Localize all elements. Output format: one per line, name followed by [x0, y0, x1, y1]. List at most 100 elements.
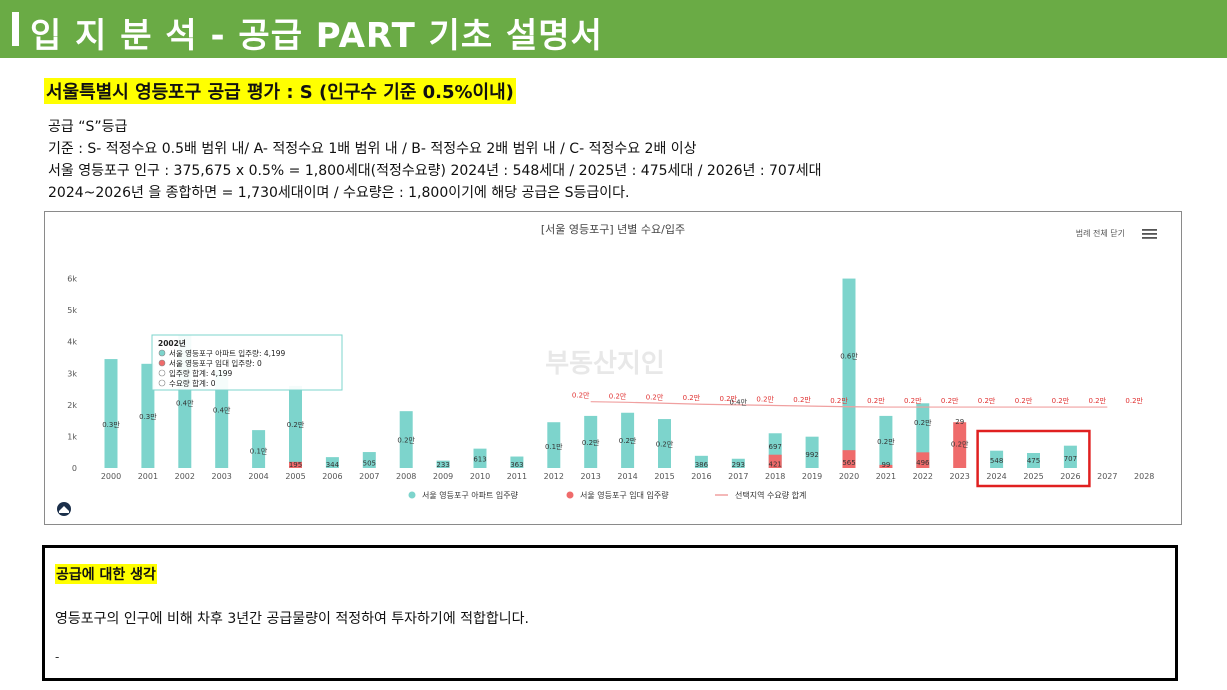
x-tick-label: 2004 [248, 472, 268, 481]
bar-value-label: 0.2만 [582, 438, 600, 447]
demand-line-label: 0.2만 [683, 393, 701, 402]
legend-toggle-button[interactable]: 범례 전체 닫기 [1076, 228, 1125, 238]
apartment-bar [658, 419, 671, 468]
demand-line-label: 0.2만 [720, 394, 738, 403]
x-tick-label: 2023 [950, 472, 970, 481]
rental-bar [768, 454, 782, 468]
x-tick-label: 2001 [138, 472, 158, 481]
grade-line: 공급 “S”등급 [48, 119, 128, 135]
demand-line-label: 0.2만 [793, 395, 811, 404]
tooltip-marker [158, 359, 166, 367]
x-tick-label: 2007 [359, 472, 379, 481]
menu-icon[interactable] [1142, 237, 1157, 239]
demand-line-label: 0.2만 [904, 396, 922, 405]
menu-icon[interactable] [1142, 233, 1157, 235]
apartment-bar [215, 370, 229, 468]
x-tick-label: 2020 [839, 472, 859, 481]
thoughts-label: 공급에 대한 생각 [55, 564, 157, 584]
demand-line-label: 0.2만 [646, 392, 664, 401]
x-tick-label: 2027 [1097, 472, 1117, 481]
supply-demand-chart: [서울 영등포구] 년별 수요/입주 범례 전체 닫기 0 1k 2k 3k 4k 5k 6k 부… [44, 211, 1182, 525]
bar-value-label: 0.3만 [102, 420, 120, 429]
apartment-bar [842, 278, 856, 468]
bar-value-label: 992 [805, 451, 818, 459]
bar-value-label: 0.4만 [176, 398, 194, 407]
x-tick-label: 2026 [1060, 472, 1080, 481]
tooltip-marker [158, 349, 166, 357]
apartment-bar [731, 458, 745, 468]
legend-marker-apartment [408, 491, 416, 499]
tooltip-row: 서울 영등포구 임대 입주량: 0 [169, 358, 262, 368]
legend-label-apartment: 서울 영등포구 아파트 입주량 [422, 490, 519, 500]
demand-line-label: 0.2만 [572, 391, 590, 400]
bar-value-label: 0.2만 [914, 418, 932, 427]
bar-value-label: 99 [881, 461, 890, 469]
thoughts-box: 공급에 대한 생각 영등포구의 인구에 비해 차후 3년간 공급물량이 적정하여… [42, 545, 1178, 681]
apartment-bar [694, 455, 708, 468]
apartment-bar [473, 448, 487, 468]
rental-bar [916, 452, 930, 468]
menu-icon[interactable] [1142, 229, 1157, 231]
x-tick-label: 2022 [913, 472, 933, 481]
x-tick-label: 2009 [433, 472, 453, 481]
demand-line-label: 0.2만 [867, 396, 885, 405]
bar-value-label: 233 [436, 461, 449, 469]
x-tick-label: 2006 [322, 472, 342, 481]
bar-value-label: 0.2만 [397, 436, 415, 445]
criteria-block: 공급 “S”등급 기준 : S- 적정수요 0.5배 범위 내/ A- 적정수요… [48, 116, 822, 204]
apartment-bar [1027, 453, 1040, 468]
demand-line-label: 0.2만 [1089, 396, 1107, 405]
rental-bar [842, 450, 856, 468]
x-tick-label: 2003 [212, 472, 232, 481]
apartment-bar [399, 411, 413, 468]
bar-value-label: 344 [326, 461, 340, 469]
rental-bar [879, 464, 893, 468]
x-tick-label: 2025 [1023, 472, 1043, 481]
apartment-bar [621, 412, 635, 468]
apartment-bar [510, 456, 524, 468]
x-tick-label: 2013 [581, 472, 601, 481]
demand-line-label: 0.2만 [1015, 396, 1033, 405]
x-tick-label: 2000 [101, 472, 121, 481]
bar-value-label: 707 [1064, 455, 1077, 463]
bar-value-label: 697 [769, 443, 782, 451]
y-tick-label: 6k [67, 275, 77, 284]
bar-value-label: 475 [1027, 457, 1040, 465]
x-tick-label: 2012 [544, 472, 564, 481]
apartment-bar [252, 430, 266, 468]
y-tick-label: 5k [67, 306, 77, 315]
bar-value-label: 386 [695, 461, 709, 469]
bar-value-label: 0.3만 [139, 412, 157, 421]
bar-value-label: 496 [916, 459, 930, 467]
y-tick-label: 4k [67, 338, 77, 347]
bar-value-label: 0.2만 [656, 439, 674, 448]
watermark: 부동산지인 [545, 349, 665, 379]
tooltip-box [151, 334, 343, 391]
demand-line-label: 0.2만 [756, 394, 774, 403]
bar-value-label: 0.6만 [840, 351, 858, 360]
x-tick-label: 2021 [876, 472, 896, 481]
apartment-bar [584, 415, 598, 468]
chart-canvas: [서울 영등포구] 년별 수요/입주 범례 전체 닫기 0 1k 2k 3k 4k 5k 6k 부… [57, 223, 1157, 516]
x-tick-label: 2014 [617, 472, 637, 481]
apartment-bar [362, 452, 376, 468]
demand-line-label: 0.2만 [1125, 396, 1143, 405]
apartment-bar [879, 415, 893, 468]
apartment-bar [325, 457, 339, 468]
apartment-bar [289, 385, 302, 468]
apartment-bar [916, 403, 930, 468]
demand-line [590, 401, 1108, 408]
x-tick-label: 2011 [507, 472, 527, 481]
tooltip-row: 입주량 합계: 4,199 [169, 368, 232, 378]
x-tick-label: 2024 [986, 472, 1006, 481]
bar-value-label: 0.2만 [619, 436, 637, 445]
bar-value-label: 0.4만 [213, 406, 231, 415]
legend-label-demand: 선택지역 수요량 합계 [735, 490, 806, 500]
bar-value-label: 0.2만 [287, 420, 305, 429]
x-tick-label: 2019 [802, 472, 822, 481]
bar-value-label: 195 [289, 461, 302, 469]
bar-value-label: 0.2만 [951, 439, 969, 448]
bar-value-label: 548 [990, 457, 1003, 465]
x-tick-label: 2016 [691, 472, 711, 481]
highlight-box [976, 429, 1091, 488]
